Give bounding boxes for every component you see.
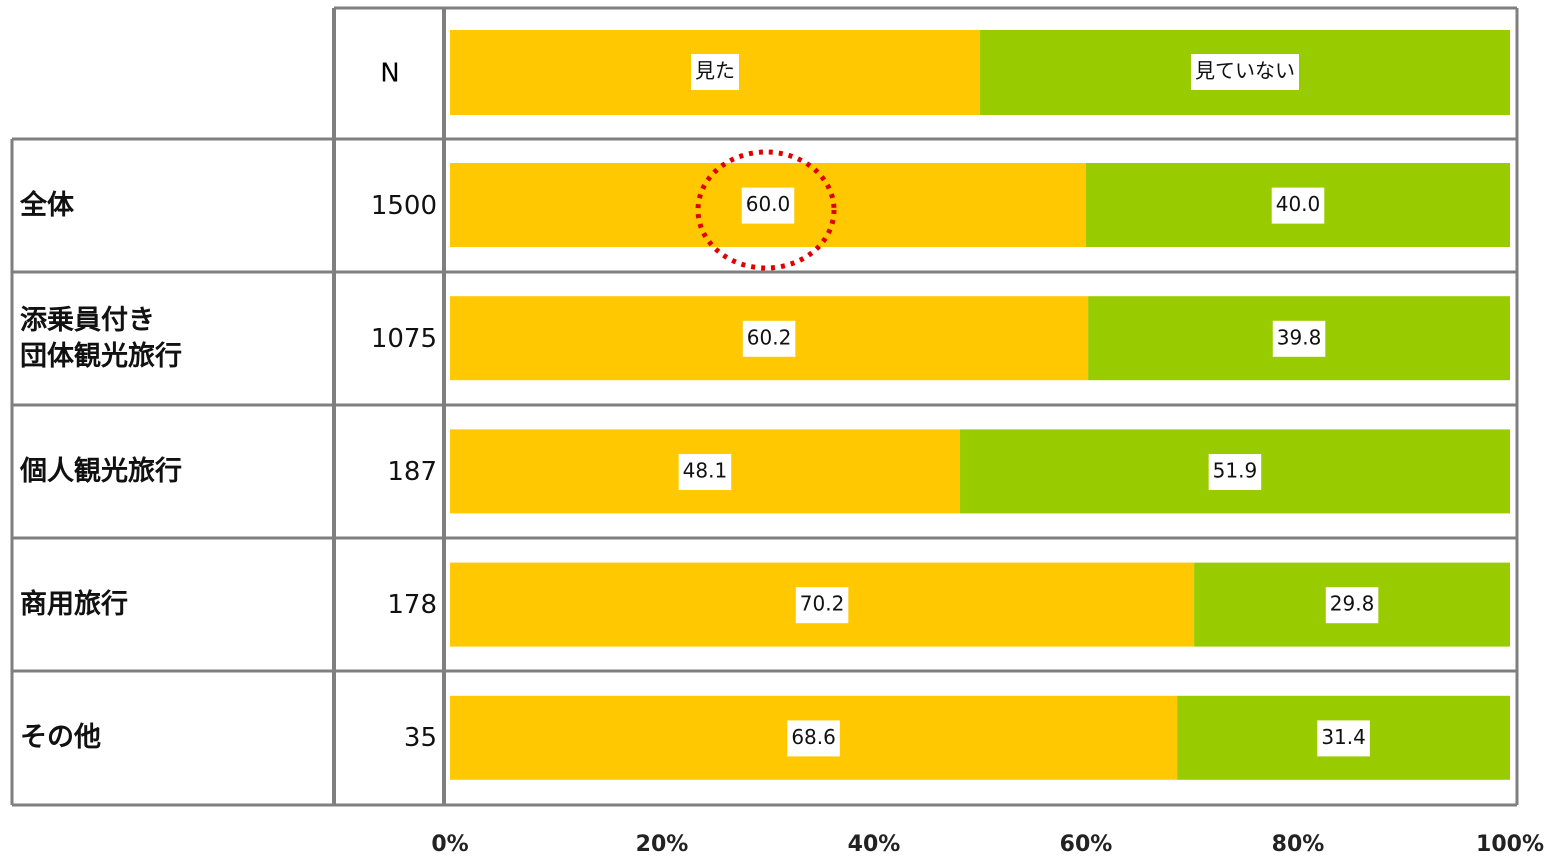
value-label: 40.0 (1276, 192, 1321, 216)
value-label-box (1271, 187, 1325, 224)
n-value: 1500 (370, 190, 437, 221)
category-label: 添乗員付き 団体観光旅行 (20, 304, 182, 372)
value-label-box (1208, 454, 1262, 490)
value-label-box (1317, 720, 1370, 757)
highlight-circle (695, 149, 837, 271)
x-tick-label: 20% (636, 832, 689, 857)
value-label: 60.2 (747, 325, 792, 349)
category-label: その他 (20, 722, 101, 754)
legend-label: 見ていない (1195, 59, 1295, 83)
n-value: 35 (403, 723, 437, 754)
category-label: 商用旅行 (20, 589, 128, 621)
x-tick-label: 100% (1476, 832, 1544, 857)
value-label: 70.2 (800, 592, 845, 616)
category-label: 全体 (20, 189, 74, 221)
value-label: 68.6 (791, 725, 836, 749)
value-label-box (678, 454, 732, 490)
legend-label: 見た (695, 59, 735, 83)
value-label: 60.0 (746, 192, 791, 216)
value-label-box (741, 187, 795, 224)
n-value: 187 (387, 457, 437, 487)
value-label: 31.4 (1321, 725, 1366, 749)
value-label-box (1325, 587, 1379, 624)
legend-label-box (1191, 54, 1299, 90)
value-label-box (742, 320, 796, 357)
value-label: 29.8 (1330, 592, 1375, 616)
value-label: 51.9 (1213, 459, 1258, 483)
value-label-box (1272, 320, 1326, 357)
x-tick-label: 60% (1060, 832, 1113, 857)
legend-label-box (691, 54, 739, 90)
table-frame (10, 6, 1519, 807)
n-value: 1075 (370, 323, 437, 354)
x-tick-label: 40% (848, 832, 901, 857)
value-label-box (787, 720, 840, 757)
n-header: N (380, 59, 399, 89)
value-label-box (795, 587, 849, 624)
x-tick-label: 80% (1272, 832, 1325, 857)
value-label: 39.8 (1277, 325, 1322, 349)
n-value: 178 (387, 590, 437, 621)
value-label: 48.1 (683, 459, 728, 483)
x-tick-label: 0% (431, 832, 468, 857)
category-label: 個人観光旅行 (20, 456, 182, 487)
